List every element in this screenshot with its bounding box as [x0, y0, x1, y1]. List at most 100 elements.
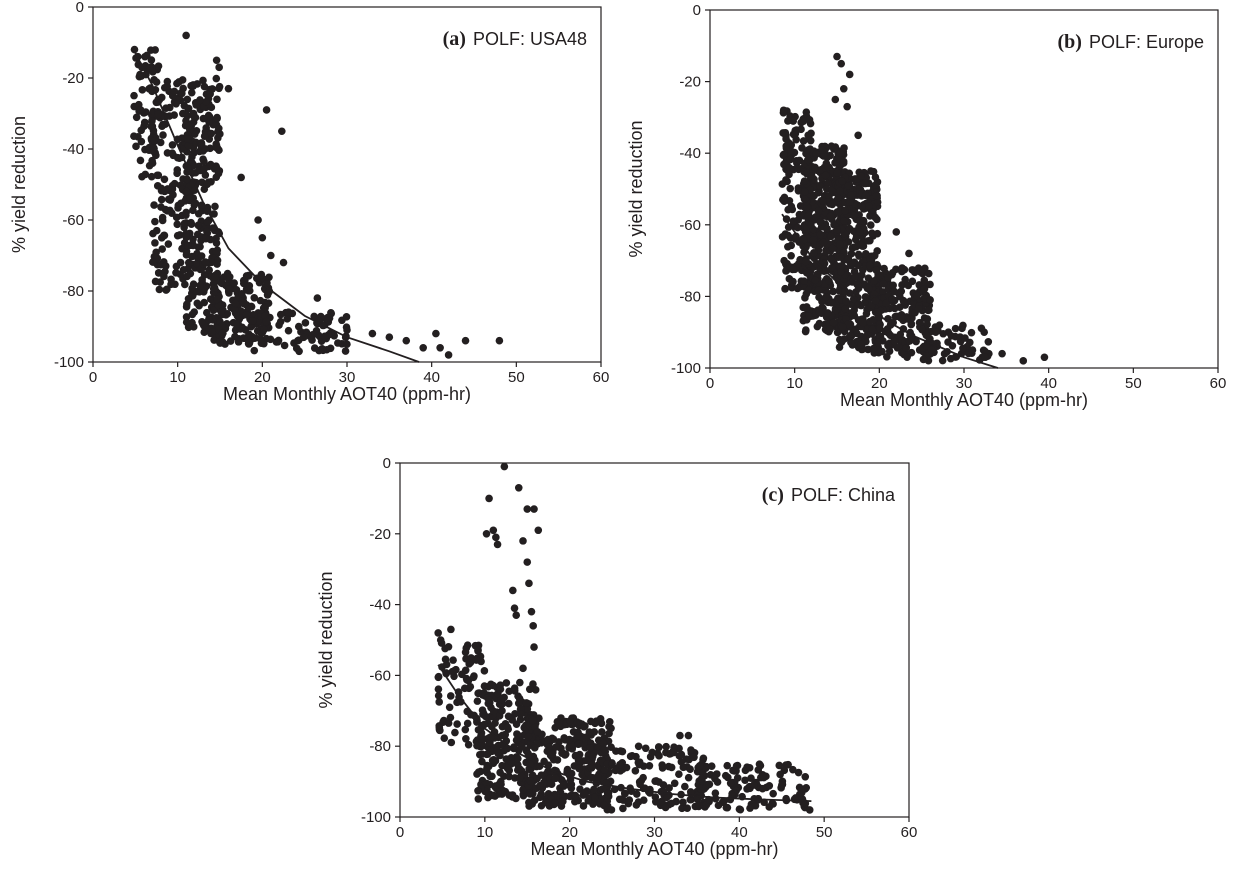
scatter-point — [859, 318, 867, 327]
scatter-point — [138, 86, 147, 94]
scatter-point — [509, 586, 517, 595]
scatter-point — [899, 297, 908, 306]
scatter-point — [662, 742, 670, 751]
scatter-point — [811, 163, 819, 172]
scatter-point — [487, 703, 495, 712]
fit-curve — [781, 213, 999, 369]
scatter-point — [183, 95, 192, 104]
scatter-point — [833, 225, 841, 234]
scatter-point — [677, 750, 686, 759]
fit-curve — [134, 52, 420, 363]
scatter-point — [530, 744, 539, 752]
scatter-point — [785, 164, 794, 172]
scatter-point — [130, 45, 139, 54]
scatter-point — [676, 731, 684, 740]
scatter-point — [826, 232, 835, 241]
scatter-point — [575, 764, 583, 773]
scatter-point — [474, 689, 482, 698]
scatter-point — [923, 315, 932, 323]
scatter-point — [951, 324, 960, 333]
y-tick-label: -20 — [369, 526, 391, 543]
scatter-point — [892, 228, 901, 236]
scatter-point — [224, 84, 233, 93]
scatter-point — [523, 705, 532, 713]
scatter-point — [191, 199, 200, 208]
scatter-point — [523, 505, 532, 513]
scatter-point — [551, 774, 560, 783]
scatter-point — [838, 177, 846, 185]
scatter-point — [444, 351, 453, 359]
scatter-point — [208, 327, 217, 336]
scatter-point — [565, 735, 574, 744]
scatter-point — [834, 193, 842, 202]
scatter-point — [193, 260, 201, 268]
scatter-point — [782, 794, 790, 803]
scatter-point — [852, 242, 860, 251]
x-axis-label: Mean Monthly AOT40 (ppm-hr) — [840, 390, 1088, 410]
scatter-point — [505, 791, 514, 799]
scatter-point — [814, 188, 823, 197]
scatter-point — [684, 731, 693, 740]
x-tick-label: 60 — [901, 824, 918, 841]
scatter-point — [559, 797, 567, 806]
scatter-point — [775, 761, 784, 770]
scatter-point — [854, 131, 862, 140]
scatter-point — [732, 762, 741, 770]
scatter-point — [203, 227, 211, 236]
scatter-point — [824, 179, 832, 187]
scatter-points — [778, 52, 1049, 365]
scatter-point — [248, 317, 257, 325]
scatter-point — [188, 153, 196, 161]
scatter-point — [935, 321, 944, 329]
scatter-point — [279, 258, 288, 267]
scatter-point — [186, 194, 194, 202]
scatter-point — [599, 739, 608, 748]
x-axis-label: Mean Monthly AOT40 (ppm-hr) — [223, 384, 471, 404]
scatter-point — [812, 150, 820, 158]
scatter-point — [765, 781, 774, 790]
scatter-point — [980, 328, 989, 336]
scatter-point — [475, 750, 484, 759]
scatter-point — [829, 287, 838, 296]
scatter-point — [163, 82, 172, 91]
scatter-point — [202, 124, 210, 132]
scatter-point — [871, 181, 880, 189]
scatter-point — [815, 293, 823, 302]
scatter-point — [519, 537, 527, 545]
scatter-point — [444, 642, 453, 651]
scatter-point — [168, 141, 177, 149]
scatter-point — [482, 779, 491, 788]
scatter-point — [536, 781, 544, 790]
scatter-point — [274, 337, 282, 346]
scatter-point — [215, 63, 223, 72]
scatter-point — [209, 306, 218, 315]
scatter-point — [822, 293, 830, 301]
scatter-point — [526, 777, 535, 786]
scatter-point — [747, 774, 755, 782]
y-tick-label: -80 — [62, 283, 84, 300]
scatter-point — [529, 716, 537, 725]
scatter-point — [888, 295, 896, 303]
scatter-point — [196, 242, 204, 251]
scatter-point — [189, 81, 198, 89]
scatter-point — [503, 764, 512, 773]
scatter-point — [324, 313, 332, 322]
scatter-point — [920, 284, 929, 293]
scatter-point — [435, 723, 444, 732]
scatter-point — [159, 131, 167, 139]
scatter-point — [537, 771, 546, 779]
scatter-point — [871, 173, 880, 182]
scatter-point — [665, 784, 673, 792]
scatter-point — [886, 331, 895, 340]
scatter-point — [230, 279, 238, 287]
scatter-point — [959, 321, 967, 330]
scatter-point — [435, 698, 444, 706]
scatter-point — [655, 778, 663, 786]
scatter-point — [136, 156, 145, 165]
scatter-point — [514, 754, 522, 763]
scatter-point — [779, 150, 788, 159]
scatter-point — [213, 113, 221, 122]
scatter-point — [812, 259, 821, 268]
scatter-point — [472, 656, 481, 664]
panel-title: (c) POLF: China — [762, 484, 896, 506]
